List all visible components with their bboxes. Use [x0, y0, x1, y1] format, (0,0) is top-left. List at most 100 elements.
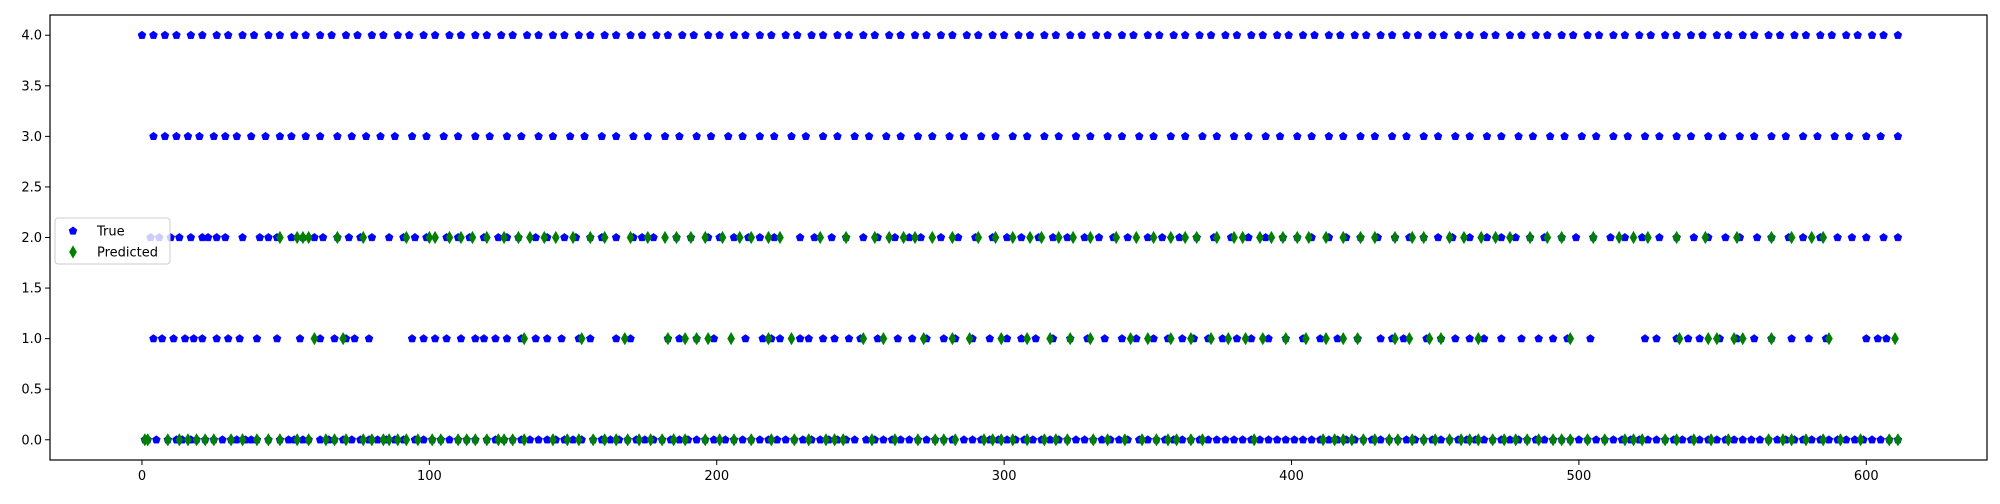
data-point — [692, 131, 701, 141]
data-point — [997, 433, 1006, 447]
data-point — [1181, 230, 1190, 245]
data-point — [907, 334, 917, 343]
data-point — [1775, 30, 1785, 39]
data-point — [988, 30, 997, 39]
data-point — [999, 30, 1009, 39]
data-point — [1591, 131, 1601, 141]
data-point — [534, 131, 543, 141]
data-point — [1267, 230, 1276, 245]
data-point — [1359, 433, 1368, 447]
data-point — [175, 433, 184, 447]
data-point — [1152, 433, 1161, 447]
data-point — [485, 131, 494, 141]
data-point — [1787, 433, 1796, 447]
data-point — [1419, 230, 1428, 245]
data-point — [991, 131, 1000, 141]
data-point — [1261, 131, 1270, 141]
data-point — [379, 30, 388, 39]
data-point — [914, 433, 922, 447]
data-point — [1031, 334, 1041, 343]
data-point — [212, 232, 221, 242]
data-point — [1767, 331, 1776, 346]
data-point — [781, 435, 791, 444]
data-point — [612, 433, 621, 447]
data-point — [1712, 331, 1721, 346]
data-point — [1623, 131, 1633, 141]
data-point — [913, 131, 923, 141]
data-point — [1534, 334, 1543, 343]
data-point — [893, 334, 903, 343]
data-point — [1747, 435, 1756, 444]
data-point — [767, 433, 776, 447]
data-point — [390, 131, 400, 141]
data-point — [393, 433, 402, 447]
data-point — [1022, 131, 1032, 141]
data-point — [310, 331, 319, 346]
data-point — [781, 30, 791, 39]
data-point — [1164, 433, 1172, 447]
data-point — [1192, 230, 1201, 245]
data-point — [896, 30, 905, 39]
data-point — [1804, 334, 1814, 343]
data-point — [502, 334, 512, 343]
data-point — [1391, 230, 1399, 245]
data-point — [1310, 30, 1319, 39]
data-point — [404, 30, 414, 39]
data-point — [801, 131, 811, 141]
data-point — [1629, 230, 1638, 245]
data-point — [1221, 30, 1230, 39]
data-point — [1054, 131, 1064, 141]
data-point — [180, 334, 190, 343]
data-point — [1419, 131, 1429, 141]
data-point — [701, 433, 710, 447]
data-point — [471, 131, 480, 141]
data-point — [1500, 433, 1509, 447]
data-point — [186, 30, 196, 39]
data-point — [844, 30, 854, 39]
data-point — [342, 433, 350, 447]
data-point — [1827, 30, 1837, 39]
data-point — [730, 433, 738, 447]
data-point — [221, 131, 230, 141]
data-point — [163, 433, 172, 447]
data-point — [706, 131, 716, 141]
data-point — [1353, 331, 1362, 346]
data-point — [1347, 433, 1356, 447]
data-point — [1103, 433, 1112, 447]
data-point — [1779, 433, 1787, 447]
data-point — [755, 30, 765, 39]
data-point — [1548, 334, 1558, 343]
data-point — [1451, 334, 1460, 343]
data-point — [1298, 435, 1308, 444]
data-point — [1862, 334, 1871, 343]
data-point — [919, 331, 928, 346]
data-point — [870, 30, 880, 39]
data-point — [727, 331, 736, 346]
data-point — [1767, 131, 1776, 141]
data-point — [184, 433, 192, 447]
data-point — [275, 30, 285, 39]
data-point — [1129, 30, 1138, 39]
data-point — [1836, 433, 1845, 447]
data-point — [419, 30, 428, 39]
data-point — [1497, 334, 1506, 343]
data-point — [471, 334, 480, 343]
data-point — [1054, 230, 1063, 245]
data-point — [299, 230, 307, 245]
data-point — [976, 131, 986, 141]
data-point — [209, 131, 219, 141]
data-point — [1413, 30, 1423, 39]
data-point — [1672, 433, 1681, 447]
data-point — [1634, 30, 1644, 39]
data-point — [1672, 131, 1681, 141]
y-tick-label: 2.0 — [21, 231, 42, 246]
data-point — [1405, 331, 1414, 346]
data-point — [611, 232, 621, 242]
data-point — [322, 433, 330, 447]
data-point — [715, 433, 724, 447]
data-point — [1801, 30, 1811, 39]
data-point — [623, 433, 632, 447]
data-point — [939, 433, 948, 447]
data-point — [747, 433, 756, 447]
data-point — [1629, 433, 1638, 447]
